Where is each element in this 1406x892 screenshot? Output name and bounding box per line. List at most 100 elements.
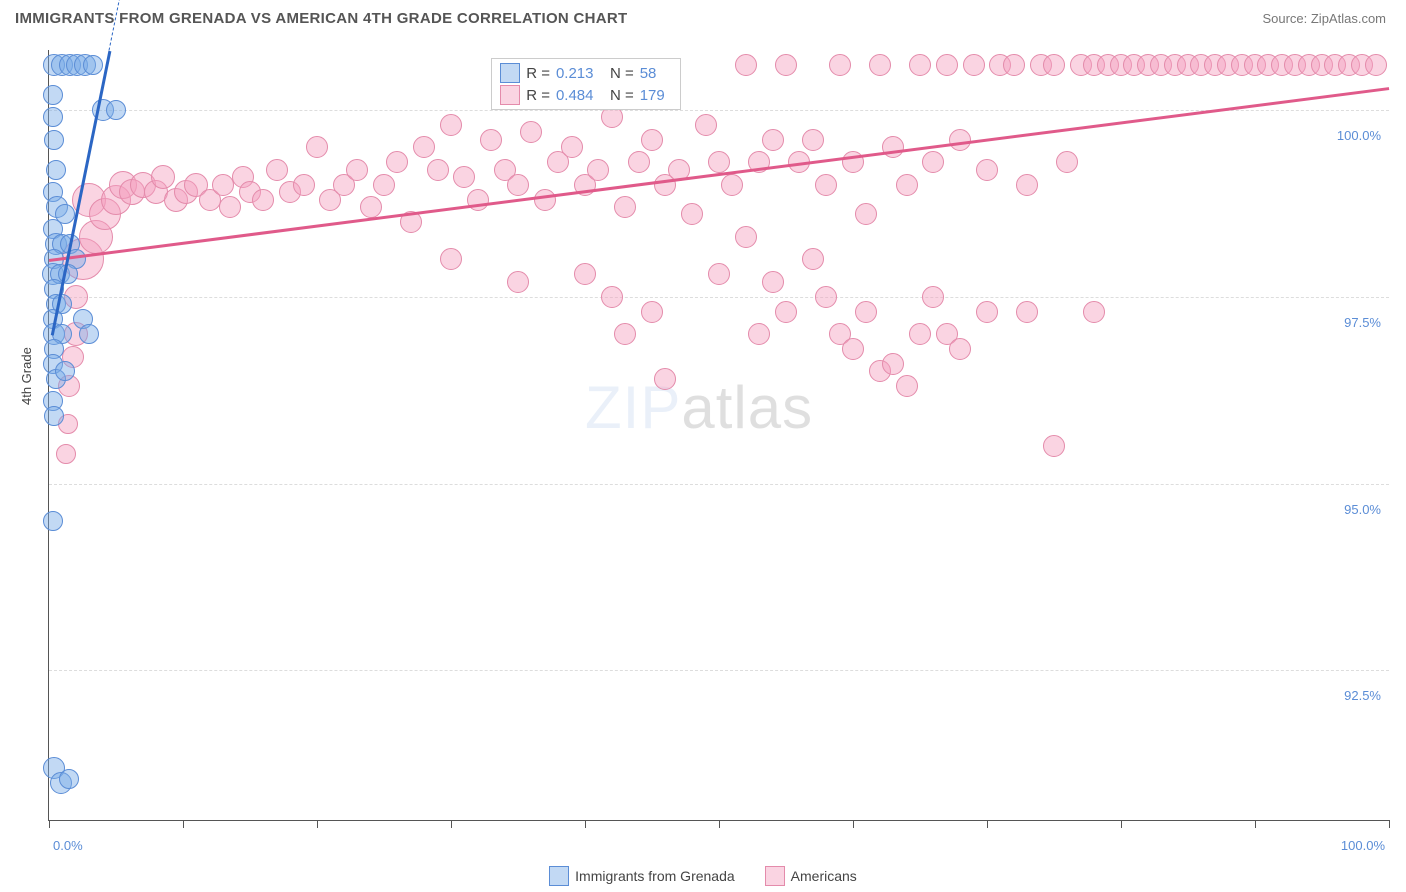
data-point-americans — [346, 159, 368, 181]
legend-stats-n-value: 179 — [640, 87, 672, 104]
data-point-americans — [855, 301, 877, 323]
legend-swatch-grenada — [549, 866, 569, 886]
data-point-americans — [695, 114, 717, 136]
legend-stats-r-label: R = — [526, 65, 550, 82]
chart-title: IMMIGRANTS FROM GRENADA VS AMERICAN 4TH … — [15, 10, 628, 27]
data-point-americans — [641, 129, 663, 151]
data-point-americans — [909, 323, 931, 345]
watermark: ZIPatlas — [585, 373, 813, 442]
data-point-americans — [413, 136, 435, 158]
bottom-legend: Immigrants from Grenada Americans — [0, 866, 1406, 886]
data-point-grenada — [44, 406, 64, 426]
data-point-americans — [654, 368, 676, 390]
data-point-americans — [735, 54, 757, 76]
legend-stats-box: R =0.213N =58R =0.484N =179 — [491, 58, 681, 110]
data-point-americans — [762, 271, 784, 293]
data-point-americans — [949, 129, 971, 151]
legend-stats-r-label: R = — [526, 87, 550, 104]
data-point-americans — [480, 129, 502, 151]
y-tick-label: 97.5% — [1344, 315, 1381, 330]
data-point-grenada — [79, 324, 99, 344]
x-tick — [853, 820, 854, 828]
data-point-americans — [453, 166, 475, 188]
data-point-americans — [628, 151, 650, 173]
data-point-grenada — [106, 100, 126, 120]
data-point-americans — [440, 114, 462, 136]
data-point-americans — [829, 54, 851, 76]
data-point-americans — [386, 151, 408, 173]
data-point-americans — [212, 174, 234, 196]
data-point-americans — [151, 165, 175, 189]
data-point-americans — [842, 338, 864, 360]
x-tick — [1121, 820, 1122, 828]
data-point-americans — [721, 174, 743, 196]
y-tick-label: 100.0% — [1337, 128, 1381, 143]
data-point-americans — [219, 196, 241, 218]
x-tick — [1389, 820, 1390, 828]
legend-stats-n-label: N = — [610, 65, 634, 82]
data-point-americans — [802, 248, 824, 270]
data-point-americans — [855, 203, 877, 225]
data-point-americans — [882, 136, 904, 158]
data-point-americans — [775, 54, 797, 76]
data-point-americans — [1365, 54, 1387, 76]
x-tick — [49, 820, 50, 828]
legend-stats-row-grenada: R =0.213N =58 — [500, 62, 672, 84]
legend-stats-swatch — [500, 85, 520, 105]
plot-area: 4th Grade ZIPatlas 92.5%95.0%97.5%100.0%… — [48, 50, 1389, 821]
data-point-americans — [561, 136, 583, 158]
data-point-americans — [949, 338, 971, 360]
data-point-americans — [909, 54, 931, 76]
legend-item-grenada: Immigrants from Grenada — [549, 866, 735, 886]
x-tick — [585, 820, 586, 828]
legend-label-americans: Americans — [791, 868, 857, 884]
x-tick — [451, 820, 452, 828]
y-axis-label: 4th Grade — [19, 347, 34, 405]
watermark-atlas: atlas — [681, 374, 813, 441]
data-point-americans — [922, 151, 944, 173]
y-tick-label: 92.5% — [1344, 688, 1381, 703]
x-tick — [1255, 820, 1256, 828]
data-point-americans — [708, 263, 730, 285]
data-point-americans — [614, 196, 636, 218]
y-tick-label: 95.0% — [1344, 502, 1381, 517]
x-tick-label: 100.0% — [1341, 838, 1385, 853]
data-point-grenada — [43, 85, 63, 105]
data-point-grenada — [46, 160, 66, 180]
grid-line — [49, 484, 1389, 485]
data-point-americans — [252, 189, 274, 211]
data-point-americans — [1043, 435, 1065, 457]
x-tick — [183, 820, 184, 828]
data-point-americans — [896, 375, 918, 397]
data-point-americans — [802, 129, 824, 151]
legend-stats-row-americans: R =0.484N =179 — [500, 84, 672, 106]
data-point-americans — [266, 159, 288, 181]
legend-stats-r-value: 0.484 — [556, 87, 604, 104]
data-point-americans — [507, 174, 529, 196]
data-point-americans — [775, 301, 797, 323]
x-tick — [719, 820, 720, 828]
data-point-grenada — [44, 130, 64, 150]
data-point-americans — [1003, 54, 1025, 76]
data-point-americans — [614, 323, 636, 345]
legend-stats-n-value: 58 — [640, 65, 672, 82]
data-point-americans — [574, 263, 596, 285]
data-point-grenada — [83, 55, 103, 75]
data-point-grenada — [43, 511, 63, 531]
grid-line — [49, 297, 1389, 298]
x-tick-label: 0.0% — [53, 838, 83, 853]
data-point-americans — [815, 286, 837, 308]
data-point-americans — [1043, 54, 1065, 76]
grid-line — [49, 670, 1389, 671]
data-point-americans — [601, 286, 623, 308]
data-point-americans — [762, 129, 784, 151]
legend-stats-swatch — [500, 63, 520, 83]
data-point-americans — [520, 121, 542, 143]
data-point-grenada — [55, 361, 75, 381]
data-point-americans — [882, 353, 904, 375]
data-point-americans — [963, 54, 985, 76]
legend-label-grenada: Immigrants from Grenada — [575, 868, 735, 884]
data-point-americans — [306, 136, 328, 158]
data-point-americans — [1056, 151, 1078, 173]
data-point-americans — [1083, 301, 1105, 323]
